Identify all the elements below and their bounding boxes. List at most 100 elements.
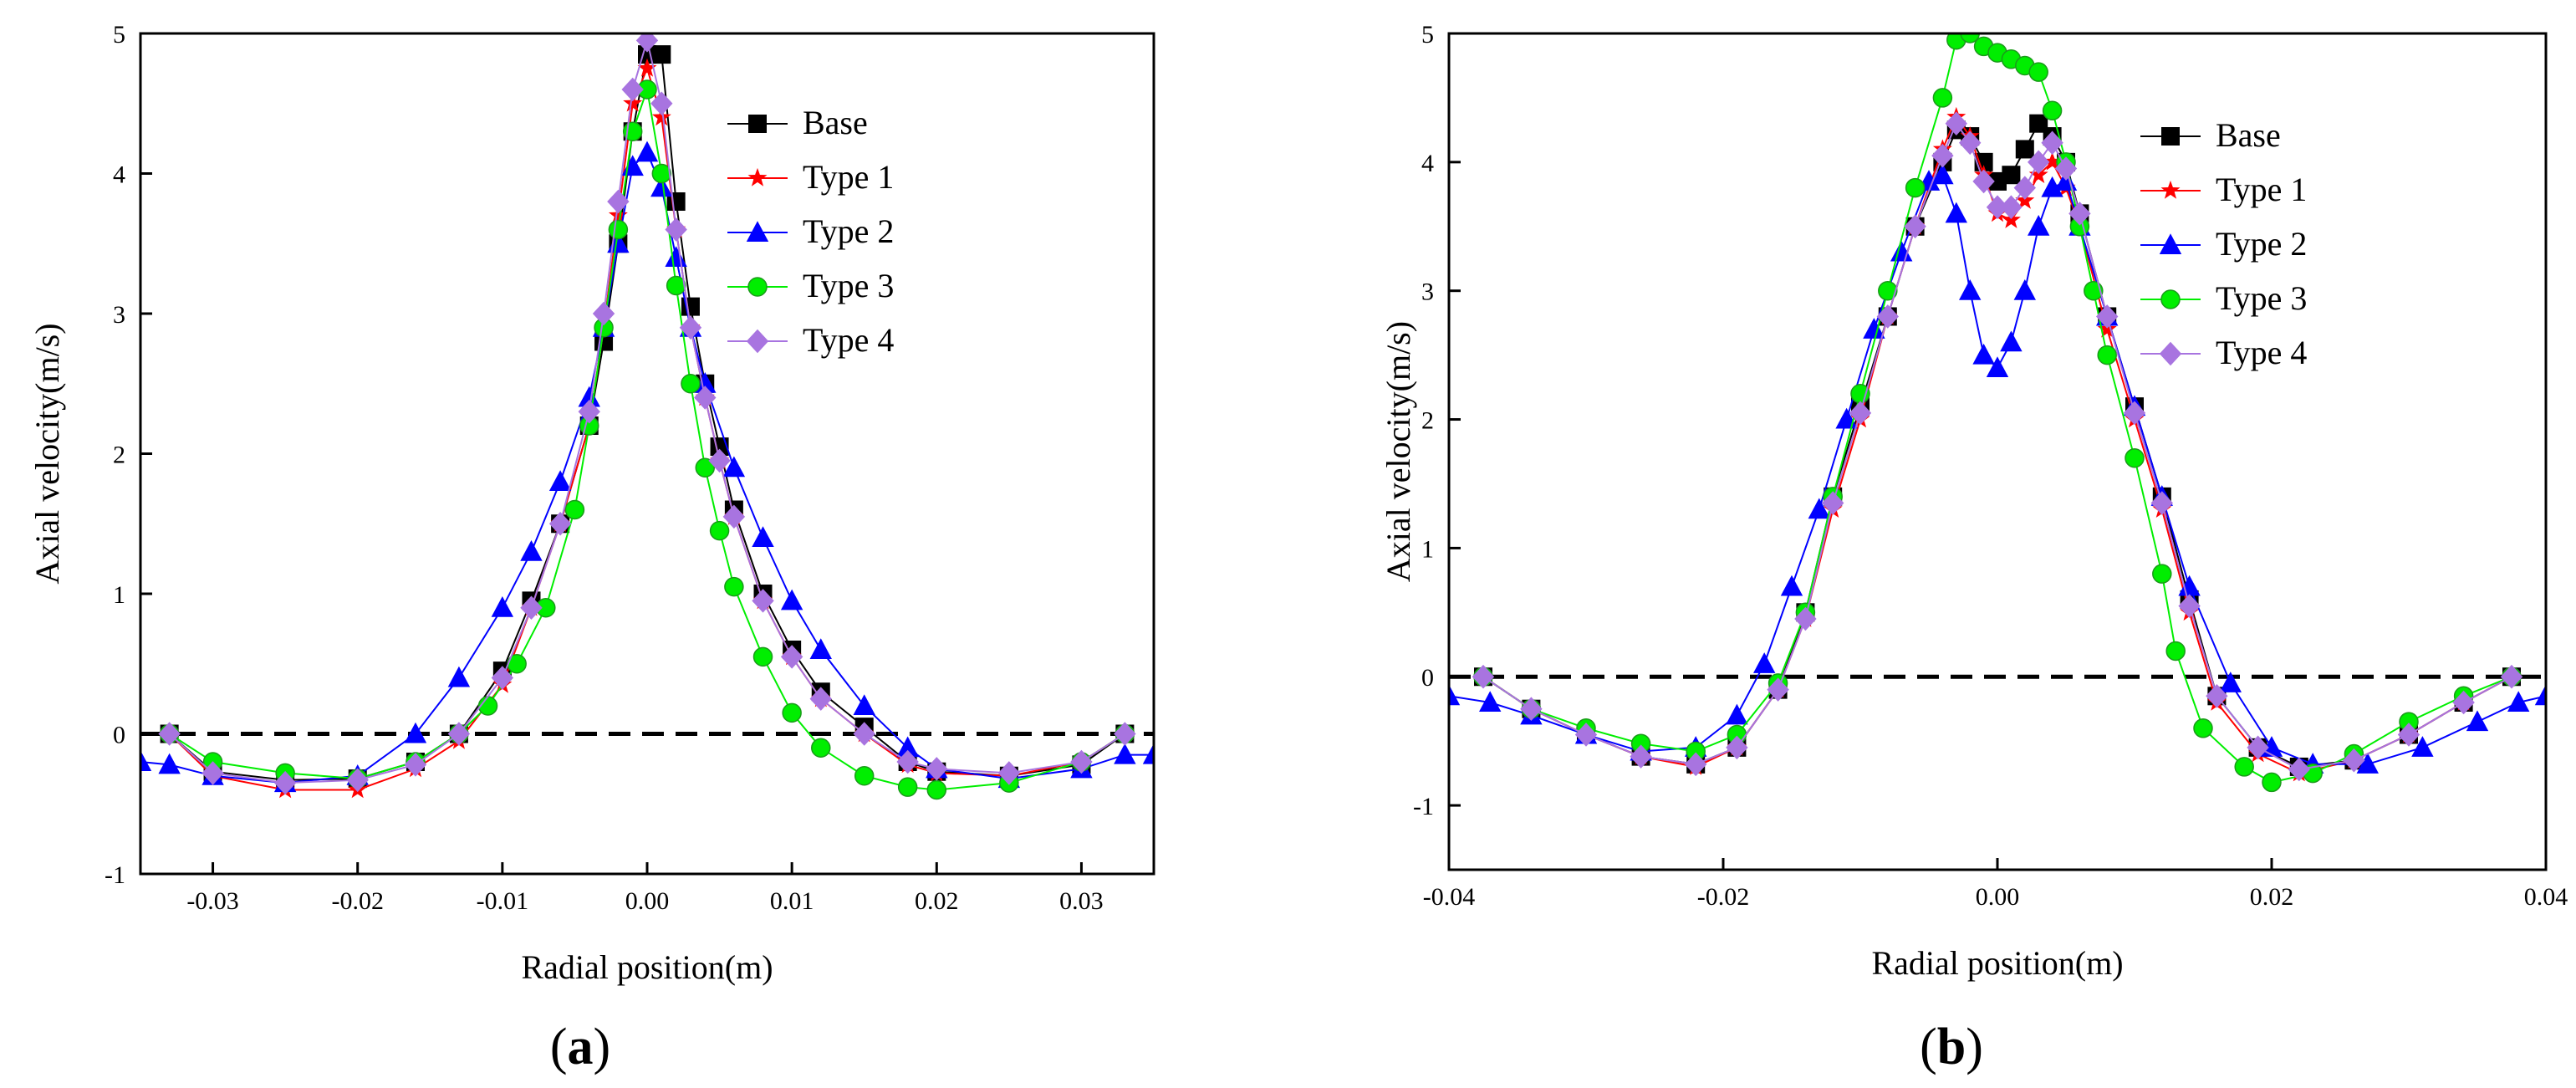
data-point [1972,169,1995,194]
data-point [2028,150,2050,175]
panel-label: (b) [1920,1019,1983,1075]
data-point [1767,677,1789,702]
x-tick-label: 0.00 [1976,883,2020,911]
data-point [752,589,774,613]
y-tick-label: 0 [1421,664,1434,692]
data-point [652,45,671,64]
data-point [694,386,717,410]
legend-label: Type 2 [803,212,894,250]
legend-marker [2161,127,2180,146]
data-point [666,275,686,296]
data-point [2534,684,2546,706]
data-point [708,448,731,473]
legend-marker [746,221,769,242]
data-point [2262,772,2282,793]
data-point [592,301,615,326]
data-point [1142,743,1154,764]
data-point [2013,278,2036,300]
data-point [665,217,687,242]
data-point [809,638,832,659]
legend-entry: Type 2 [2140,225,2307,263]
legend-label: Base [803,104,868,141]
data-point [2068,202,2091,226]
legend-label: Type 3 [803,267,894,304]
data-point [564,499,585,520]
x-axis-title: Radial position(m) [521,948,773,986]
x-tick-label: -0.04 [1423,883,1476,911]
x-axis-title: Radial position(m) [1871,944,2123,982]
data-point [1876,304,1899,329]
data-point [896,749,919,774]
data-point [2041,176,2063,197]
legend-entry: Base [2140,116,2281,154]
data-point [2125,447,2145,468]
legend-marker [748,115,767,133]
x-tick-label: 0.00 [625,887,670,915]
y-tick-label: 5 [113,21,125,49]
data-point [1520,697,1543,721]
data-point [1794,606,1817,631]
data-point [695,457,716,478]
data-point [1905,177,1926,198]
data-point [2165,641,2186,661]
data-point [997,761,1021,785]
data-point [548,511,572,536]
legend-marker [2160,289,2181,309]
data-point [1863,318,1885,339]
data-point [2054,156,2078,181]
series-type-4 [1472,111,2523,782]
data-point [780,589,803,610]
data-point [1945,202,1967,223]
legend: Base Type 1 Type 2 Type 3 Type 4 [727,104,894,359]
data-point [1931,143,1954,168]
legend-entry: Type 2 [727,212,894,250]
data-point [811,738,831,758]
data-point [2015,140,2034,159]
data-point [1726,703,1748,725]
y-axis-title: Axial velocity(m/s) [1380,321,1417,582]
data-point [1972,343,1995,365]
y-tick-label: 4 [1421,150,1434,177]
data-point [2043,151,2063,171]
data-point [1822,491,1844,515]
data-point [447,666,471,687]
data-point [1753,652,1776,673]
data-point [140,750,152,771]
data-point [520,540,543,561]
x-tick-label: 0.02 [915,887,959,915]
data-point [926,779,947,800]
data-point [578,399,600,424]
legend-marker [747,277,768,297]
data-point [520,595,543,621]
legend-marker [746,329,769,354]
legend-entry: Type 4 [2140,334,2307,371]
data-point [1472,664,1495,689]
data-point [2002,166,2021,185]
data-point [404,722,427,743]
series-type-4 [158,33,1136,795]
data-point [1114,722,1136,746]
data-point [2411,736,2434,757]
data-point [1808,498,1830,519]
data-point [635,33,659,53]
data-point [679,315,702,340]
x-tick-label: 0.03 [1059,887,1104,915]
legend-entry: Type 1 [727,158,894,196]
data-point [897,777,918,797]
x-tick-label: 0.04 [2524,883,2568,911]
data-point [809,687,832,711]
legend-entry: Type 1 [2140,171,2307,208]
data-point [854,766,875,786]
data-point [782,702,802,723]
legend: Base Type 1 Type 2 Type 3 Type 4 [2140,116,2307,371]
data-point [1959,130,1982,156]
data-point [201,761,224,785]
data-point [2507,691,2530,712]
data-point [2500,664,2523,689]
legend-label: Type 1 [2216,171,2307,208]
data-point [1932,88,1953,108]
data-point [2150,491,2173,515]
legend-entry: Base [727,104,868,141]
data-point [623,93,643,112]
